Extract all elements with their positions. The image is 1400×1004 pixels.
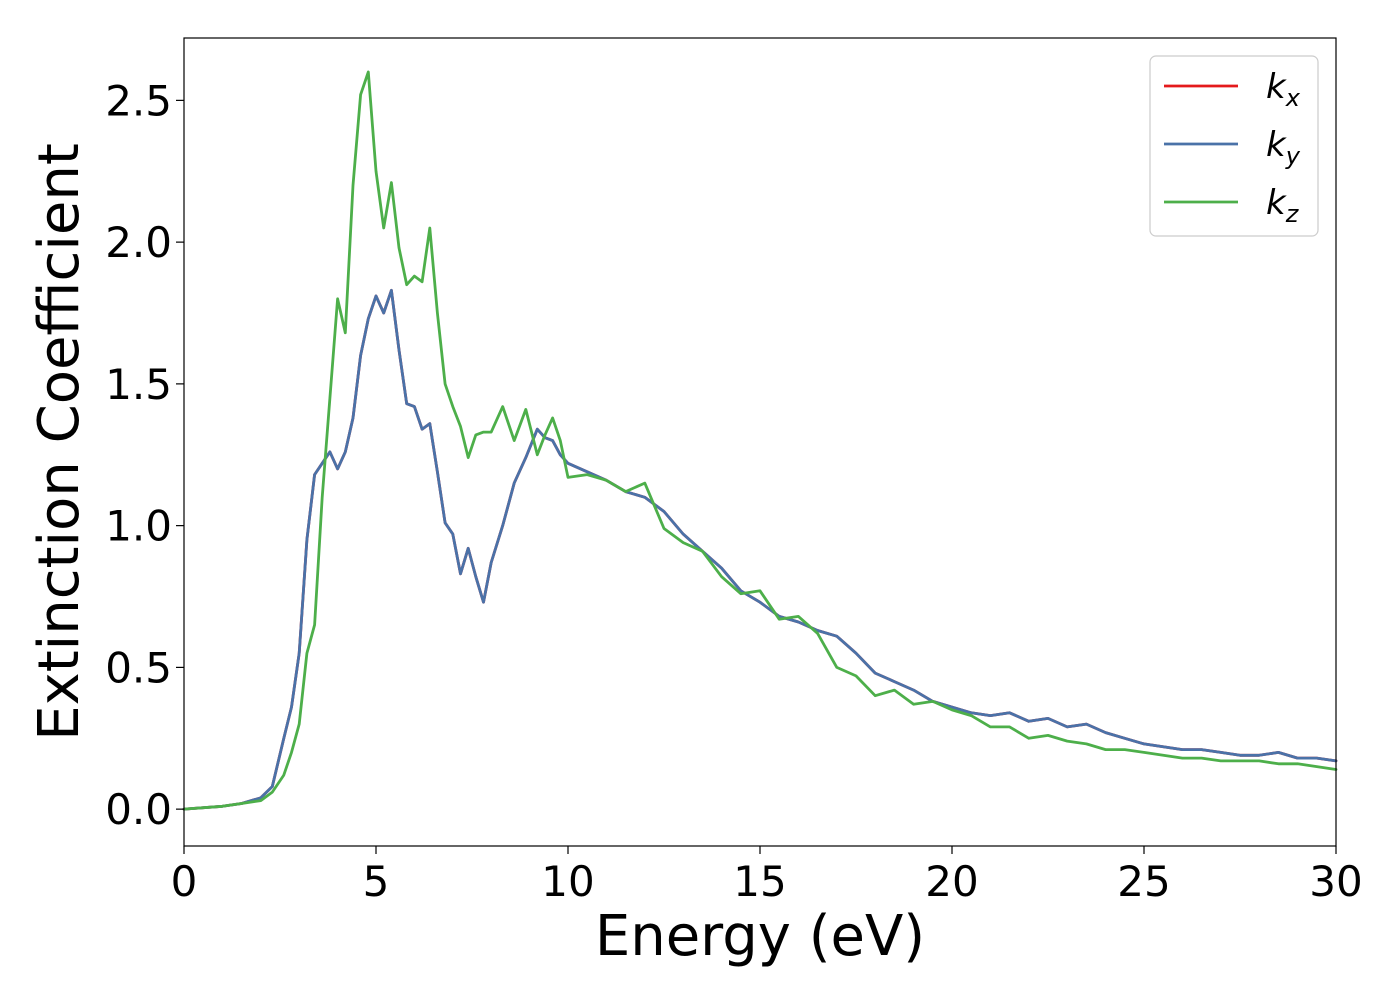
y-tick-label: 0.5	[105, 643, 172, 692]
legend-label-base: k	[1266, 125, 1287, 165]
x-tick-label: 0	[171, 857, 198, 906]
y-tick-label: 1.0	[105, 502, 172, 551]
x-tick-label: 15	[733, 857, 786, 906]
y-axis-title: Extinction Coefficient	[27, 143, 92, 741]
y-tick-label: 2.5	[105, 76, 172, 125]
y-tick-label: 1.5	[105, 360, 172, 409]
x-tick-label: 20	[925, 857, 978, 906]
x-tick-label: 10	[541, 857, 594, 906]
legend-label-base: k	[1266, 183, 1287, 223]
legend-label-z: kz	[1266, 183, 1300, 228]
legend-label-base: k	[1266, 67, 1287, 107]
x-tick-label: 25	[1117, 857, 1170, 906]
y-axis: 0.0 0.5 1.0 1.5 2.0 2.5	[105, 76, 184, 834]
y-tick-label: 0.0	[105, 785, 172, 834]
x-axis: 0 5 10 15 20 25 30	[171, 846, 1363, 906]
legend-label-subscript: y	[1285, 142, 1301, 170]
legend-label-y: ky	[1266, 125, 1301, 170]
series-line-y	[182, 288, 1338, 811]
series-line-z	[182, 70, 1338, 811]
x-axis-title: Energy (eV)	[595, 904, 925, 969]
legend-box	[1149, 55, 1319, 237]
x-tick-label: 5	[363, 857, 390, 906]
series-layer	[182, 70, 1338, 811]
legend-label-subscript: z	[1285, 200, 1300, 228]
legend-label-subscript: x	[1285, 84, 1301, 112]
legend-label-x: kx	[1266, 67, 1301, 112]
x-tick-label: 30	[1309, 857, 1362, 906]
y-tick-label: 2.0	[105, 218, 172, 267]
